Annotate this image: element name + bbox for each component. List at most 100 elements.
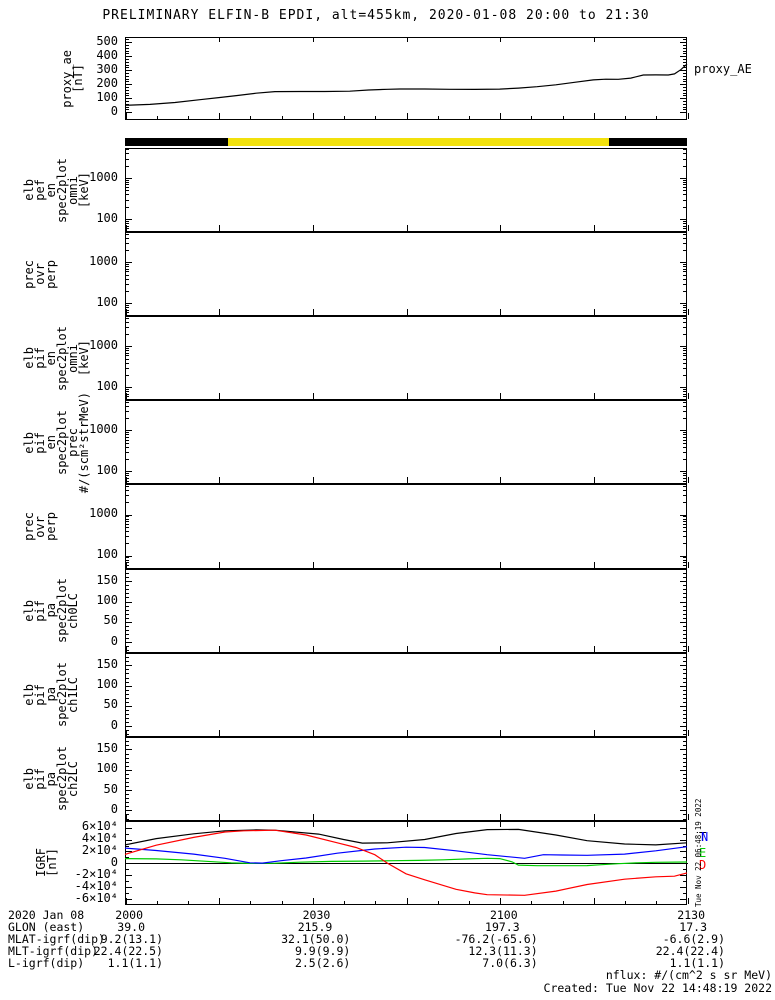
tick-mark (656, 116, 658, 119)
tick-mark (683, 710, 686, 712)
tick-mark (126, 50, 129, 52)
ephemeris-cell: 22.4(22.4) (655, 944, 725, 958)
tick-mark (126, 399, 129, 401)
tick-mark (126, 806, 129, 808)
tick-mark (683, 268, 686, 270)
tick-mark (126, 473, 129, 475)
tick-mark (593, 897, 595, 904)
tick-mark (680, 219, 686, 221)
panel-spectro-3 (125, 400, 689, 485)
tick-mark (500, 225, 502, 232)
tick-label: 500 (96, 33, 118, 48)
panel-axis-label: elb pif en spec2plot prec #/(scm²strMeV) (22, 392, 91, 493)
panel-axis-label: prec ovr perp (22, 484, 58, 568)
tick-mark (126, 734, 129, 736)
tick-mark (126, 851, 132, 853)
tick-mark (593, 309, 595, 316)
igrf-legend-N: N (701, 830, 709, 844)
tick-label: 50 (103, 781, 118, 796)
tick-mark (683, 697, 686, 699)
tick-mark (437, 116, 439, 119)
tick-mark (683, 489, 686, 491)
tick-mark (126, 266, 129, 268)
tick-label: 100 (96, 89, 118, 104)
tick-mark (126, 100, 129, 102)
tick-mark (683, 646, 686, 648)
tick-mark (126, 475, 129, 477)
tick-mark (126, 557, 129, 559)
tick-mark (126, 581, 132, 583)
tick-mark (312, 113, 314, 119)
tick-mark (126, 697, 129, 699)
tick-mark (126, 543, 129, 545)
tick-mark (683, 516, 686, 518)
tick-mark (156, 116, 158, 119)
tick-label: 150 (96, 656, 118, 671)
tick-mark (683, 53, 686, 55)
tick-mark (500, 561, 502, 568)
tick-mark (680, 851, 686, 853)
tick-mark (683, 802, 686, 804)
tick-mark (680, 471, 686, 473)
tick-label: 400 (96, 47, 118, 62)
tick-mark (406, 897, 408, 904)
tick-mark (126, 67, 129, 69)
tick-mark (683, 333, 686, 335)
tick-mark (126, 753, 129, 755)
tick-mark (683, 439, 686, 441)
tick-mark (683, 718, 686, 720)
tick-mark (683, 326, 686, 328)
tick-mark (683, 242, 686, 244)
tick-mark (683, 405, 686, 407)
tick-mark (312, 225, 314, 232)
tick-mark (683, 182, 686, 184)
tick-mark (126, 190, 129, 192)
tick-mark (683, 190, 686, 192)
tick-mark (625, 116, 627, 119)
tick-mark (683, 50, 686, 52)
tick-mark (219, 821, 221, 827)
ephemeris-cell: 9.9(9.9) (294, 944, 351, 958)
tick-mark (125, 813, 127, 820)
tick-mark (683, 475, 686, 477)
tick-mark (126, 526, 129, 528)
tick-mark (126, 307, 129, 309)
tick-mark (126, 657, 129, 659)
tick-mark (683, 689, 686, 691)
tick-mark (683, 61, 686, 63)
tick-mark (683, 436, 686, 438)
tick-mark (593, 393, 595, 400)
tick-mark (126, 387, 132, 389)
tick-mark (219, 38, 221, 42)
tick-mark (683, 187, 686, 189)
tick-mark (683, 557, 686, 559)
tick-mark (126, 158, 129, 160)
tick-mark (126, 70, 132, 72)
igrf-legend-E: E (699, 846, 707, 860)
proxy-ae-right-label: proxy_AE (694, 62, 752, 76)
tick-mark (531, 116, 533, 119)
tick-mark (500, 729, 502, 736)
tick-mark (125, 477, 127, 484)
tick-mark (683, 459, 686, 461)
tick-mark (126, 103, 129, 105)
tick-mark (500, 113, 502, 119)
tick-label: 4×10⁴ (81, 831, 118, 846)
tick-mark (126, 893, 129, 895)
tick-mark (683, 786, 686, 788)
tick-mark (126, 348, 129, 350)
tick-mark (406, 821, 408, 827)
panel-igrf (125, 820, 689, 905)
tick-mark (126, 436, 129, 438)
tick-label: 200 (96, 75, 118, 90)
tick-mark (683, 564, 686, 566)
tick-mark (683, 348, 686, 350)
tick-mark (683, 290, 686, 292)
status-bar-segment (227, 138, 609, 146)
tick-mark (656, 900, 658, 904)
tick-mark (683, 494, 686, 496)
tick-mark (126, 303, 132, 305)
tick-mark (683, 64, 686, 66)
tick-mark (126, 223, 129, 225)
